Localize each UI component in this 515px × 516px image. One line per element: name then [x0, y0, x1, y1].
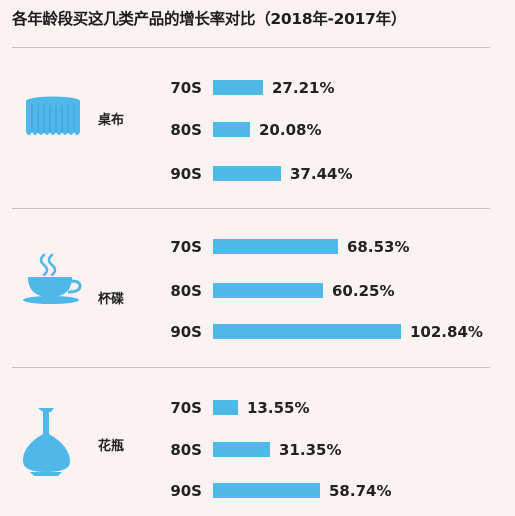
group-cups: 杯碟	[0, 209, 515, 367]
bar	[213, 400, 238, 415]
bar-row: 90S 102.84%	[0, 322, 515, 342]
bar	[213, 239, 338, 254]
bar	[213, 283, 323, 298]
divider	[12, 47, 490, 48]
value-label: 20.08%	[259, 121, 322, 139]
bar-row: 70S 68.53%	[0, 237, 515, 257]
value-label: 60.25%	[332, 282, 395, 300]
group-vase: 花瓶	[0, 368, 515, 516]
bar-row: 90S 37.44%	[0, 164, 515, 184]
age-label: 70S	[170, 238, 202, 256]
value-label: 27.21%	[272, 79, 335, 97]
group-tablecloth: 桌布	[0, 48, 515, 208]
bar-row: 70S 13.55%	[0, 398, 515, 418]
value-label: 102.84%	[410, 323, 483, 341]
tablecloth-icon	[26, 96, 80, 135]
value-label: 13.55%	[247, 399, 310, 417]
chart-title: 各年龄段买这几类产品的增长率对比（2018年-2017年）	[12, 10, 407, 28]
age-label: 70S	[170, 399, 202, 417]
bar	[213, 122, 250, 137]
bar-row: 80S 31.35%	[0, 440, 515, 460]
teacup-icon	[23, 253, 82, 304]
value-label: 37.44%	[290, 165, 353, 183]
bar-row: 90S 58.74%	[0, 481, 515, 501]
age-label: 80S	[170, 441, 202, 459]
vase-icon	[22, 408, 71, 476]
bar	[213, 442, 270, 457]
age-label: 80S	[170, 121, 202, 139]
value-label: 31.35%	[279, 441, 342, 459]
age-label: 90S	[170, 482, 202, 500]
bar	[213, 483, 320, 498]
value-label: 68.53%	[347, 238, 410, 256]
divider	[12, 367, 490, 368]
category-label: 桌布	[98, 113, 125, 128]
age-label: 70S	[170, 79, 202, 97]
bar-row: 80S 60.25%	[0, 281, 515, 301]
age-label: 90S	[170, 165, 202, 183]
bar	[213, 166, 281, 181]
bar	[213, 80, 263, 95]
value-label: 58.74%	[329, 482, 392, 500]
age-label: 80S	[170, 282, 202, 300]
category-label: 花瓶	[98, 439, 125, 454]
divider	[12, 208, 490, 209]
age-label: 90S	[170, 323, 202, 341]
category-label: 杯碟	[98, 292, 125, 307]
bar-row: 70S 27.21%	[0, 78, 515, 98]
bar-row: 80S 20.08%	[0, 120, 515, 140]
bar	[213, 324, 401, 339]
